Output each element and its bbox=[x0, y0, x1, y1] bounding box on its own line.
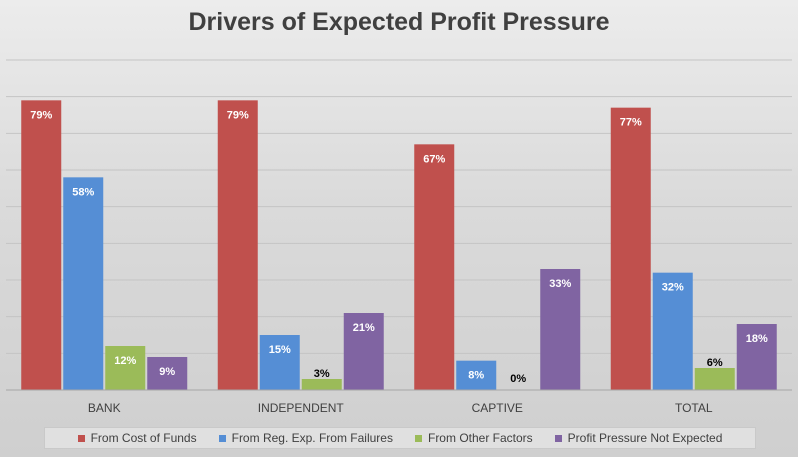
bar-independent-series-2 bbox=[301, 379, 342, 390]
data-label: 0% bbox=[510, 373, 526, 385]
bar-total-series-0 bbox=[610, 107, 651, 391]
legend-swatch bbox=[218, 434, 226, 442]
data-label: 15% bbox=[269, 344, 291, 356]
bar-captive-series-0 bbox=[414, 144, 455, 390]
data-label: 6% bbox=[707, 357, 723, 369]
x-tick-label: CAPTIVE bbox=[472, 401, 523, 415]
bar-total-series-1 bbox=[652, 272, 693, 390]
bar-bank-series-3 bbox=[147, 357, 188, 390]
data-label: 79% bbox=[30, 109, 52, 121]
legend-item: From Other Factors bbox=[414, 431, 533, 445]
data-label: 77% bbox=[620, 117, 642, 129]
legend-swatch bbox=[414, 434, 422, 442]
data-label: 21% bbox=[353, 322, 375, 334]
legend-swatch bbox=[554, 434, 562, 442]
legend-swatch bbox=[77, 434, 85, 442]
bar-captive-series-1 bbox=[456, 360, 497, 390]
legend-item: From Reg. Exp. From Failures bbox=[218, 431, 393, 445]
data-label: 9% bbox=[159, 366, 175, 378]
legend-label: From Reg. Exp. From Failures bbox=[231, 431, 393, 445]
bar-independent-series-3 bbox=[343, 313, 384, 390]
x-tick-label: TOTAL bbox=[675, 401, 713, 415]
x-tick-label: INDEPENDENT bbox=[258, 401, 345, 415]
data-label: 67% bbox=[423, 153, 445, 165]
x-tick-label: BANK bbox=[88, 401, 121, 415]
data-label: 33% bbox=[549, 278, 571, 290]
data-label: 12% bbox=[114, 355, 136, 367]
legend-label: From Cost of Funds bbox=[90, 431, 197, 445]
chart-title: Drivers of Expected Profit Pressure bbox=[188, 8, 610, 36]
bar-total-series-3 bbox=[736, 324, 777, 390]
bar-bank-series-1 bbox=[63, 177, 104, 390]
legend-label: From Other Factors bbox=[427, 431, 533, 445]
data-label: 8% bbox=[468, 370, 484, 382]
bar-bank-series-0 bbox=[21, 100, 62, 390]
legend: From Cost of Funds From Reg. Exp. From Fa… bbox=[44, 427, 756, 449]
legend-item: From Cost of Funds bbox=[77, 431, 197, 445]
bar-independent-series-1 bbox=[259, 335, 300, 390]
data-label: 58% bbox=[72, 186, 94, 198]
data-label: 32% bbox=[662, 282, 684, 294]
legend-label: Profit Pressure Not Expected bbox=[567, 431, 723, 445]
bar-captive-series-3 bbox=[540, 269, 581, 390]
bar-bank-series-2 bbox=[105, 346, 146, 390]
legend-item: Profit Pressure Not Expected bbox=[554, 431, 723, 445]
data-label: 79% bbox=[227, 109, 249, 121]
data-label: 18% bbox=[746, 333, 768, 345]
data-label: 3% bbox=[314, 368, 330, 380]
bar-independent-series-0 bbox=[217, 100, 258, 390]
bar-total-series-2 bbox=[694, 368, 735, 390]
